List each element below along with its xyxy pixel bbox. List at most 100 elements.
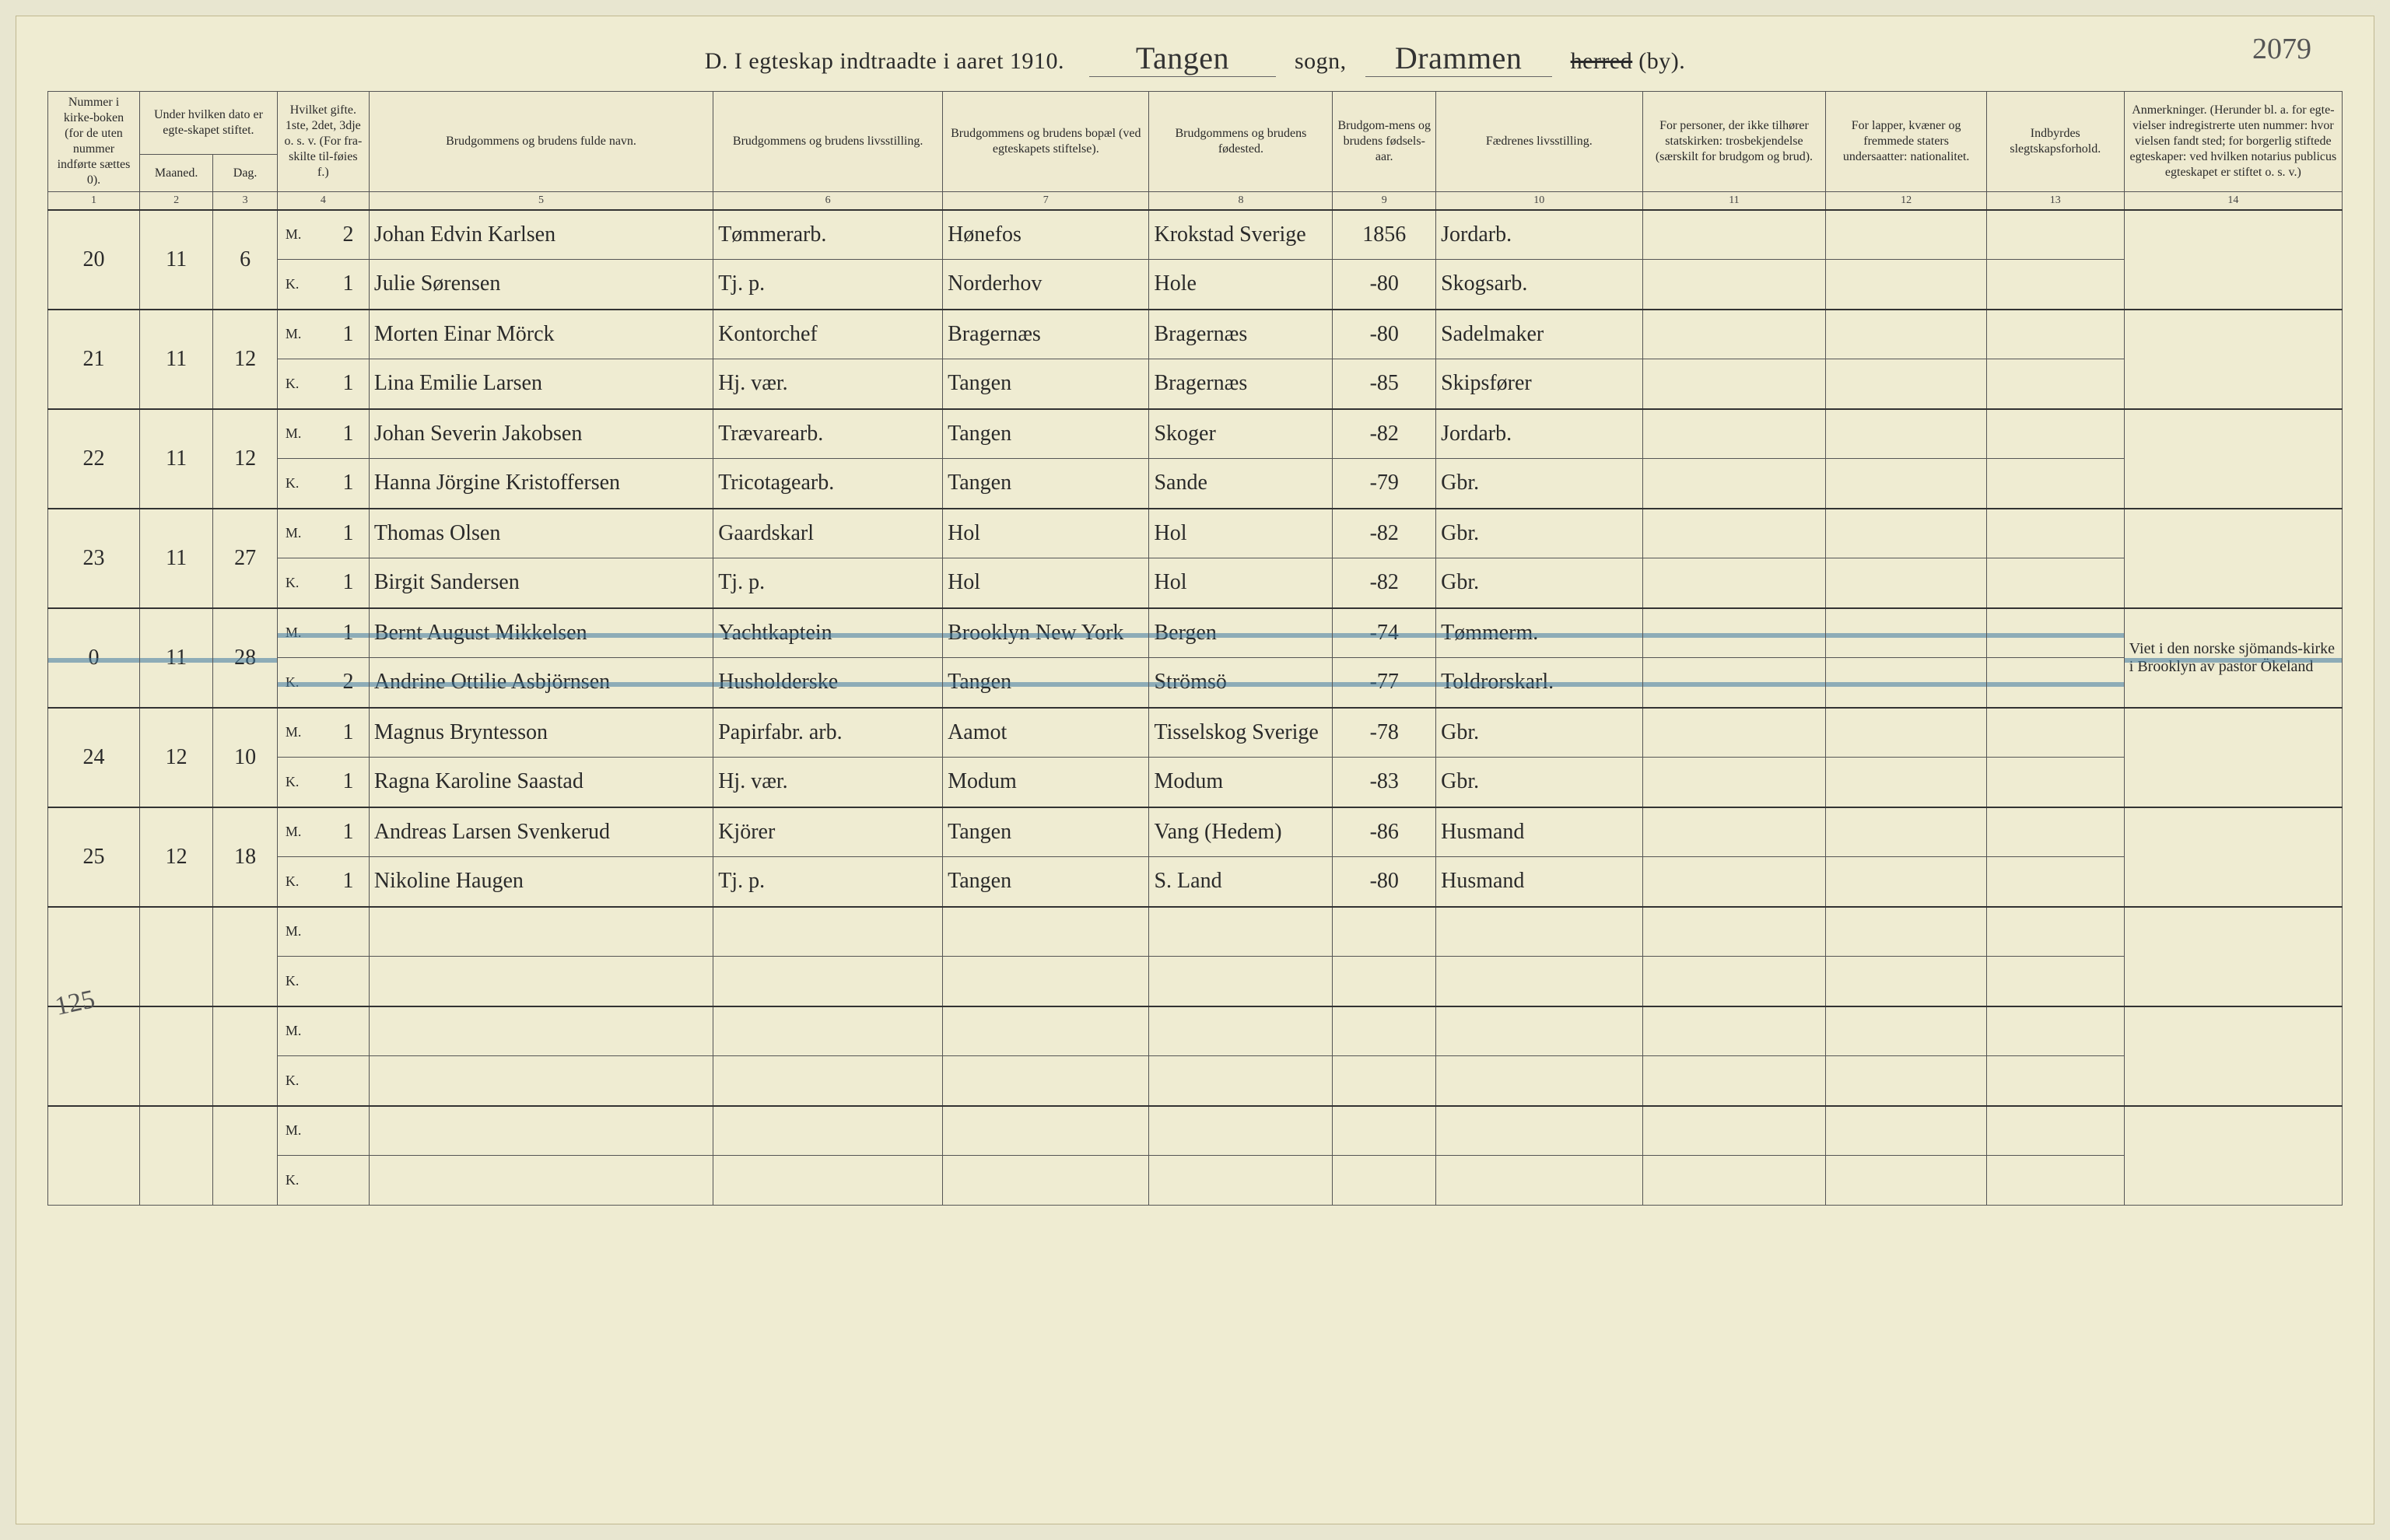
data-cell <box>328 907 369 957</box>
data-cell <box>2124 310 2342 409</box>
col-header: Dag. <box>213 155 278 192</box>
data-cell <box>328 957 369 1006</box>
data-cell: 23 <box>48 509 140 608</box>
data-cell <box>1826 608 1986 658</box>
data-cell <box>1642 708 1826 758</box>
data-cell: -82 <box>1333 409 1436 459</box>
data-cell: Viet i den norske sjömands-kirke i Brook… <box>2124 608 2342 708</box>
data-cell: -86 <box>1333 807 1436 857</box>
ledger-page: 2079 D. I egteskap indtraadte i aaret 19… <box>16 16 2374 1524</box>
data-cell: 6 <box>213 210 278 310</box>
data-cell: 1 <box>328 310 369 359</box>
data-cell: 27 <box>213 509 278 608</box>
table-row: 20116M.2Johan Edvin KarlsenTømmerarb.Høn… <box>48 210 2343 260</box>
col-header: For lapper, kvæner og fremmede staters u… <box>1826 92 1986 192</box>
col-num: 2 <box>139 192 212 210</box>
data-cell: 25 <box>48 807 140 907</box>
data-cell <box>713 957 943 1006</box>
data-cell: Skoger <box>1149 409 1333 459</box>
data-cell: Skipsfører <box>1436 359 1642 409</box>
data-cell <box>213 1006 278 1106</box>
data-cell: Hj. vær. <box>713 359 943 409</box>
data-cell <box>1826 807 1986 857</box>
data-cell: Aamot <box>943 708 1149 758</box>
data-cell: 20 <box>48 210 140 310</box>
data-cell: S. Land <box>1149 857 1333 907</box>
data-cell <box>1436 907 1642 957</box>
data-cell: -82 <box>1333 509 1436 558</box>
data-cell: -74 <box>1333 608 1436 658</box>
data-cell: M. <box>277 509 328 558</box>
data-cell <box>328 1006 369 1056</box>
data-cell <box>48 1106 140 1206</box>
data-cell <box>2124 708 2342 807</box>
col-num: 14 <box>2124 192 2342 210</box>
data-cell: 12 <box>213 409 278 509</box>
data-cell: -83 <box>1333 758 1436 807</box>
data-cell <box>1826 1106 1986 1156</box>
data-cell: M. <box>277 608 328 658</box>
data-cell: -85 <box>1333 359 1436 409</box>
data-cell: M. <box>277 1006 328 1056</box>
data-cell: Thomas Olsen <box>369 509 713 558</box>
data-cell: Tømmerarb. <box>713 210 943 260</box>
data-cell <box>1642 957 1826 1006</box>
data-cell <box>1642 260 1826 310</box>
data-cell <box>713 907 943 957</box>
col-num: 5 <box>369 192 713 210</box>
data-cell: Gbr. <box>1436 758 1642 807</box>
data-cell: Tømmerm. <box>1436 608 1642 658</box>
data-cell: Krokstad Sverige <box>1149 210 1333 260</box>
data-cell <box>1986 359 2124 409</box>
data-cell: Gbr. <box>1436 509 1642 558</box>
data-cell <box>713 1156 943 1206</box>
data-cell <box>1986 708 2124 758</box>
data-cell <box>1642 1006 1826 1056</box>
data-cell <box>1149 907 1333 957</box>
data-cell <box>139 907 212 1006</box>
data-cell <box>1333 1056 1436 1106</box>
data-cell: Strömsö <box>1149 658 1333 708</box>
table-row: 241210M.1Magnus BryntessonPapirfabr. arb… <box>48 708 2343 758</box>
data-cell <box>1826 658 1986 708</box>
data-cell <box>1826 210 1986 260</box>
data-cell: Trævarearb. <box>713 409 943 459</box>
data-cell <box>369 1156 713 1206</box>
data-cell: K. <box>277 658 328 708</box>
data-cell: -80 <box>1333 260 1436 310</box>
data-cell <box>213 907 278 1006</box>
data-cell: Julie Sørensen <box>369 260 713 310</box>
data-cell: Jordarb. <box>1436 409 1642 459</box>
data-cell <box>1642 310 1826 359</box>
data-cell <box>2124 210 2342 310</box>
data-cell <box>1826 509 1986 558</box>
title-period: . <box>1058 48 1064 74</box>
data-cell: M. <box>277 1106 328 1156</box>
data-cell: Johan Severin Jakobsen <box>369 409 713 459</box>
table-row: K. <box>48 1156 2343 1206</box>
data-cell <box>369 957 713 1006</box>
data-cell: K. <box>277 459 328 509</box>
page-number: 2079 <box>2252 32 2311 66</box>
data-cell: Tangen <box>943 658 1149 708</box>
data-cell <box>1826 359 1986 409</box>
data-cell: 11 <box>139 310 212 409</box>
data-cell <box>1826 409 1986 459</box>
data-cell <box>328 1156 369 1206</box>
data-cell: -82 <box>1333 558 1436 608</box>
data-cell <box>328 1106 369 1156</box>
data-cell: Tangen <box>943 359 1149 409</box>
data-cell: Hanna Jörgine Kristoffersen <box>369 459 713 509</box>
data-cell: Gbr. <box>1436 459 1642 509</box>
col-num: 13 <box>1986 192 2124 210</box>
data-cell: Kontorchef <box>713 310 943 359</box>
data-cell <box>1436 1006 1642 1056</box>
data-cell <box>1333 907 1436 957</box>
data-cell: 22 <box>48 409 140 509</box>
data-cell: Hol <box>1149 509 1333 558</box>
col-header: Indbyrdes slegtskapsforhold. <box>1986 92 2124 192</box>
table-row: K.1Hanna Jörgine KristoffersenTricotagea… <box>48 459 2343 509</box>
title-year-hand: 0 <box>1046 48 1058 74</box>
col-header: For personer, der ikke tilhører statskir… <box>1642 92 1826 192</box>
data-cell: 12 <box>139 708 212 807</box>
